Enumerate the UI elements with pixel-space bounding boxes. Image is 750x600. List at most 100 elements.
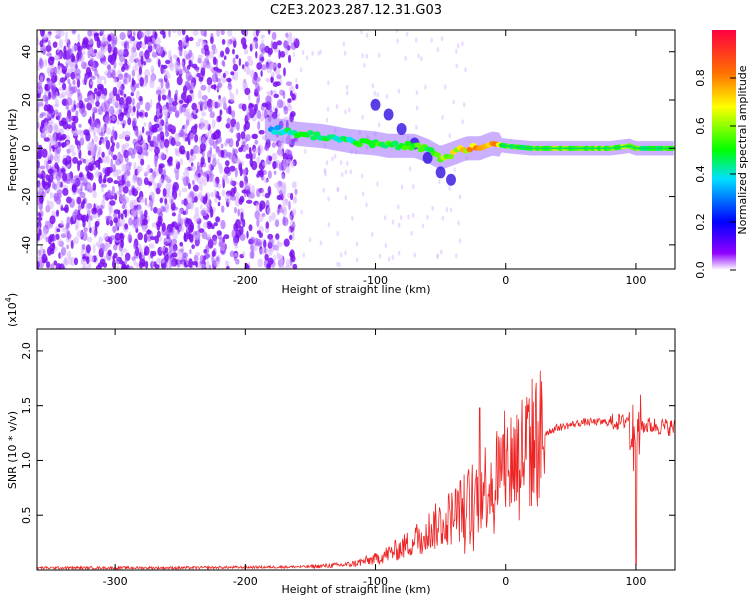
heatmap-cell	[182, 252, 187, 258]
heatmap-cell	[49, 142, 52, 152]
heatmap-cell	[273, 238, 276, 244]
heatmap-cell	[50, 82, 56, 93]
heatmap-cell	[436, 253, 439, 259]
heatmap-cell	[91, 207, 98, 215]
heatmap-cell	[229, 180, 235, 186]
heatmap-cell	[371, 83, 375, 89]
heatmap-cell	[275, 233, 280, 240]
heatmap-cell	[47, 40, 51, 48]
heatmap-cell	[95, 170, 100, 178]
heatmap-cell	[47, 168, 54, 175]
heatmap-cell	[174, 133, 180, 143]
heatmap-cell	[248, 147, 252, 154]
heatmap-cell	[166, 228, 170, 238]
heatmap-cell	[276, 209, 280, 216]
heatmap-cell	[206, 253, 209, 260]
heatmap-cell	[143, 233, 148, 244]
heatmap-cell	[165, 202, 170, 210]
heatmap-cell	[261, 47, 266, 55]
spectrogram-frame	[36, 29, 676, 270]
heatmap-cell	[131, 77, 135, 88]
heatmap-cell	[116, 119, 120, 125]
heatmap-cell	[76, 79, 81, 88]
heatmap-cell	[126, 30, 131, 35]
heatmap-cell	[259, 169, 264, 178]
heatmap-cell	[212, 157, 217, 168]
heatmap-cell	[111, 185, 115, 196]
heatmap-cell	[129, 200, 134, 210]
heatmap-cell	[53, 234, 57, 242]
heatmap-cell	[285, 198, 288, 204]
heatmap-cell	[144, 111, 148, 118]
heatmap-cell	[444, 84, 447, 90]
heatmap-cell	[388, 256, 391, 262]
heatmap-cell	[177, 30, 182, 36]
y-tick-label: -40	[20, 236, 33, 254]
heatmap-cell	[169, 125, 176, 130]
heatmap-cell	[136, 145, 141, 153]
heatmap-cell	[224, 194, 231, 203]
y-tick-label: 40	[20, 45, 33, 59]
heatmap-cell	[140, 55, 144, 65]
x-tick-label: -100	[363, 575, 388, 588]
heatmap-cell	[221, 189, 226, 197]
heatmap-cell	[48, 173, 54, 183]
x-tick-label: -300	[103, 274, 128, 287]
heatmap-cell	[455, 253, 458, 259]
heatmap-cell	[405, 31, 409, 37]
heatmap-cell	[199, 135, 202, 145]
heatmap-cell	[255, 82, 260, 90]
heatmap-cell	[103, 87, 108, 97]
ridge-point	[391, 140, 399, 146]
heatmap-cell	[53, 54, 60, 61]
heatmap-cell	[226, 77, 232, 83]
heatmap-cell	[255, 51, 258, 59]
heatmap-cell	[123, 78, 127, 85]
heatmap-cell	[246, 199, 253, 204]
heatmap-cell	[82, 37, 89, 45]
heatmap-cell	[188, 36, 194, 42]
heatmap-cell	[154, 235, 159, 244]
heatmap-cell	[83, 129, 90, 136]
heatmap-cell	[42, 229, 47, 240]
heatmap-cell	[70, 71, 76, 80]
heatmap-cell	[118, 61, 124, 67]
heatmap-cell	[83, 227, 88, 233]
heatmap-cell	[56, 209, 59, 217]
heatmap-cell	[80, 54, 84, 63]
heatmap-cell	[344, 109, 347, 115]
heatmap-cell	[251, 190, 255, 196]
heatmap-cell	[191, 102, 197, 111]
heatmap-cell	[124, 173, 129, 182]
heatmap-cell	[187, 85, 193, 90]
heatmap-cell	[115, 190, 121, 196]
heatmap-cell	[72, 130, 79, 137]
heatmap-cell	[105, 215, 111, 221]
ridge-core-line	[499, 143, 674, 150]
heatmap-cell	[160, 178, 164, 186]
heatmap-cell	[55, 263, 62, 269]
heatmap-cell	[250, 107, 255, 114]
heatmap-cell	[132, 97, 135, 106]
heatmap-cell	[64, 159, 68, 167]
heatmap-cell	[39, 165, 46, 170]
heatmap-cell	[131, 69, 136, 77]
heatmap-cell	[237, 208, 240, 217]
heatmap-cell	[130, 36, 134, 42]
heatmap-cell	[50, 90, 57, 100]
heatmap-cell	[260, 70, 263, 77]
ridge-point	[427, 147, 435, 153]
heatmap-cell	[198, 192, 203, 197]
heatmap-cell	[151, 191, 155, 202]
heatmap-cell	[65, 115, 72, 123]
heatmap-cell	[98, 106, 103, 115]
heatmap-cell	[82, 219, 86, 228]
heatmap-cell	[84, 159, 90, 166]
heatmap-cell	[251, 133, 258, 140]
heatmap-cell	[278, 49, 281, 60]
heatmap-cell	[351, 215, 354, 221]
heatmap-cell	[308, 237, 312, 243]
heatmap-cell	[207, 207, 211, 214]
heatmap-cell	[95, 124, 101, 133]
heatmap-cell	[71, 151, 77, 157]
